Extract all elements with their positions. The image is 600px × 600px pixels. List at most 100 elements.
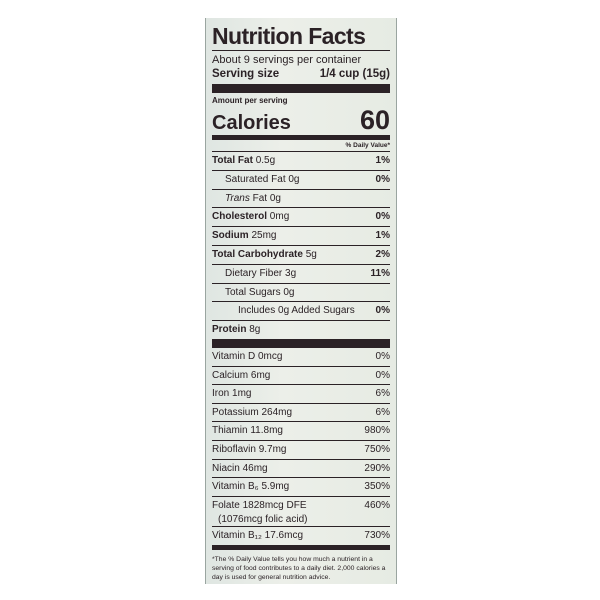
nutrient-name: Total Fat xyxy=(212,155,253,166)
divider xyxy=(212,135,390,140)
vitamin-amount: 6mg xyxy=(250,369,271,381)
vitamin-line: Niacin 46mg 290% xyxy=(212,460,390,478)
vitamin-row: Potassium 264mg 6% xyxy=(212,404,390,423)
nutrient-row: Cholesterol 0mg 0% xyxy=(212,208,390,228)
vitamin-line: Riboflavin 9.7mg 750% xyxy=(212,441,390,459)
nutrient-name: Includes 0g Added Sugars xyxy=(238,305,355,317)
nutrient-name: Sodium xyxy=(212,230,249,242)
vitamin-amount: 0mcg xyxy=(257,350,283,362)
nutrient: Total Fat 0.5g xyxy=(212,152,275,170)
nutrient-amount: 0g xyxy=(288,173,300,185)
nutrient-name: Cholesterol xyxy=(212,211,268,223)
nutrient: Protein 8g xyxy=(212,321,260,339)
vitamin-row: Vitamin B₁₂ 17.6mcg 730% xyxy=(212,527,390,545)
vitamin-amount: 5.9mg xyxy=(261,481,290,493)
daily-value: 6% xyxy=(375,406,390,418)
nutrient-name: Fat xyxy=(252,192,268,204)
nutrition-label: Nutrition Facts About 9 servings per con… xyxy=(205,18,397,584)
nutrient-amount: 5g xyxy=(305,248,317,260)
nutrient-row: Total Sugars 0g xyxy=(212,284,390,303)
nutrient-amount: 3g xyxy=(285,267,297,279)
nutrient-amount: 0.5g xyxy=(255,155,276,166)
daily-value: 0% xyxy=(375,305,390,317)
vitamin-name: Folate xyxy=(212,499,240,511)
nutrient: Total Sugars 0g xyxy=(212,284,295,302)
nutrient: Cholesterol 0mg xyxy=(212,208,289,226)
daily-value: 1% xyxy=(375,230,390,242)
vitamin-line: Vitamin D 0mcg 0% xyxy=(212,348,390,366)
nutrient-amount: 0mg xyxy=(269,211,290,223)
vitamin-row: Vitamin D 0mcg 0% xyxy=(212,348,390,367)
daily-value: 2% xyxy=(375,248,390,260)
vitamin-name: Iron xyxy=(212,388,230,400)
vitamin: Vitamin B₆ 5.9mg xyxy=(212,478,289,496)
nutrient-name: Protein xyxy=(212,324,247,336)
nutrient-name: Total Carbohydrate xyxy=(212,248,303,260)
nutrient-amount: 25mg xyxy=(251,230,277,242)
vitamin-line: Potassium 264mg 6% xyxy=(212,404,390,422)
vitamin-amount: 11.8mg xyxy=(250,425,283,437)
serving-size-label: Serving size xyxy=(212,68,280,80)
nutrient: Includes 0g Added Sugars xyxy=(212,302,355,320)
vitamin: Thiamin 11.8mg xyxy=(212,422,283,440)
servings: About 9 servings per container xyxy=(212,54,362,66)
vitamin-amount: 17.6mcg xyxy=(264,530,304,542)
nutrient: Saturated Fat 0g xyxy=(212,171,300,189)
nutrient-amount: 0g xyxy=(269,192,281,204)
divider xyxy=(212,544,390,550)
daily-value: 0% xyxy=(375,350,390,362)
vitamin-amount: 264mg xyxy=(261,406,293,418)
divider xyxy=(212,338,390,348)
nutrients: Total Fat 0.5g 1% Saturated Fat 0g 0% Trans … xyxy=(212,152,390,339)
vitamin-row: Calcium 6mg 0% xyxy=(212,367,390,386)
nutrient: Trans Fat 0g xyxy=(212,190,281,208)
vitamin-line: Folate 1828mcg DFE 460% xyxy=(212,497,390,515)
daily-value: 0% xyxy=(375,369,390,381)
vitamin-row: Riboflavin 9.7mg 750% xyxy=(212,441,390,460)
nutrient: Total Carbohydrate 5g xyxy=(212,246,317,264)
vitamin-name: Vitamin B₆ xyxy=(212,481,259,493)
calories-label: Calories xyxy=(212,112,291,134)
nutrient: Dietary Fiber 3g xyxy=(212,265,296,283)
vitamin-line: Thiamin 11.8mg 980% xyxy=(212,422,390,440)
serving-size: Serving size 1/4 cup (15g) xyxy=(212,67,390,82)
nutrient-row: Saturated Fat 0g 0% xyxy=(212,171,390,190)
vitamin-name: Potassium xyxy=(212,406,259,418)
daily-value: 980% xyxy=(364,425,390,437)
nutrient-row: Total Fat 0.5g 1% xyxy=(212,152,390,171)
daily-value: 750% xyxy=(364,443,390,455)
vitamin-name: Calcium xyxy=(212,369,249,381)
vitamin-row: Folate 1828mcg DFE 460% (1076mcg folic aci… xyxy=(212,497,390,528)
daily-value: 290% xyxy=(364,462,390,474)
vitamin-row: Iron 1mg 6% xyxy=(212,385,390,404)
vitamin-amount: 9.7mg xyxy=(258,443,287,455)
nutrient-row: Sodium 25mg 1% xyxy=(212,227,390,246)
nutrient-name: Dietary Fiber xyxy=(225,267,283,279)
dv-header: % Daily Value* xyxy=(212,140,390,152)
vitamin-amount: 1828mcg DFE xyxy=(242,499,307,511)
vitamin-note: (1076mcg folic acid) xyxy=(218,514,308,526)
daily-value: 1% xyxy=(375,155,390,166)
footnote: *The % Daily Value tells you how much a … xyxy=(212,555,386,581)
daily-value: 350% xyxy=(364,481,390,493)
vitamin-amount: 46mg xyxy=(242,462,268,474)
vitamin-line: Calcium 6mg 0% xyxy=(212,367,390,385)
daily-value: 0% xyxy=(375,211,390,223)
vitamin-name: Vitamin B₁₂ xyxy=(212,530,262,542)
nutrient-row: Protein 8g xyxy=(212,321,390,339)
nutrient-amount: 8g xyxy=(249,324,261,336)
vitamin-line: Iron 1mg 6% xyxy=(212,385,390,403)
vitamin: Potassium 264mg xyxy=(212,404,292,422)
daily-value: 6% xyxy=(375,388,390,400)
nutrient-name: Saturated Fat xyxy=(225,173,286,185)
calories-value: 60 xyxy=(359,105,390,135)
daily-value: 11% xyxy=(370,267,390,279)
vitamin-amount: 1mg xyxy=(232,388,252,400)
vitamin: Iron 1mg xyxy=(212,385,251,403)
daily-value: 460% xyxy=(364,499,390,511)
daily-value: 730% xyxy=(364,530,390,542)
nutrient-italic: Trans xyxy=(225,192,250,204)
vitamin-row: Niacin 46mg 290% xyxy=(212,460,390,479)
vitamin: Calcium 6mg xyxy=(212,367,270,385)
